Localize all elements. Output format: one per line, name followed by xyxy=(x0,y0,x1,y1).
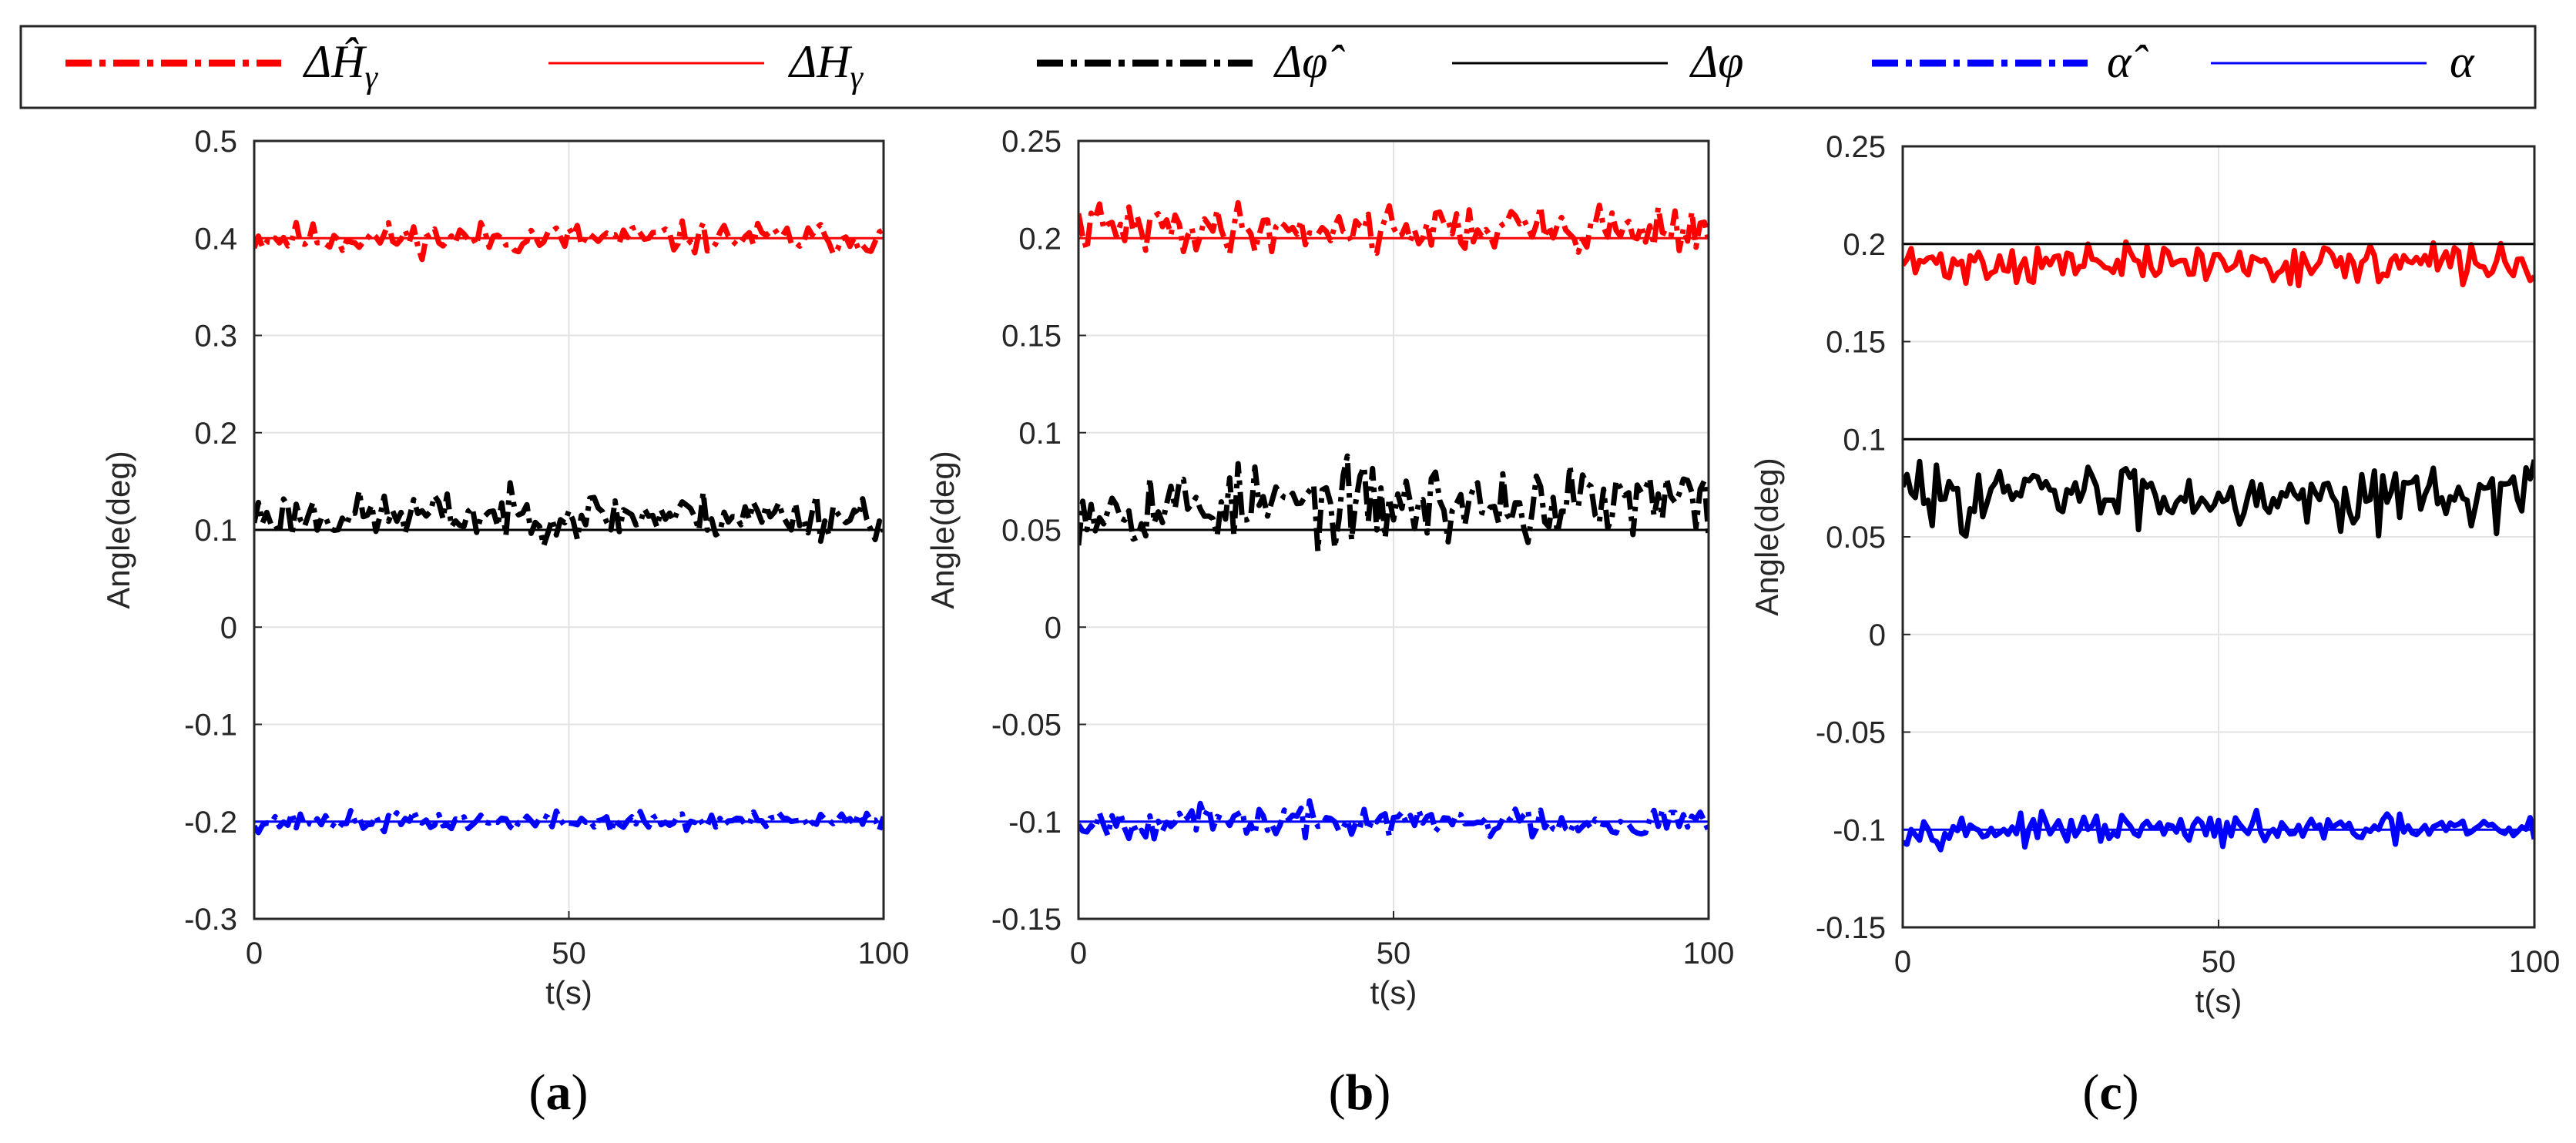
legend-entry: α xyxy=(2211,36,2475,87)
y-tick-label: 0.05 xyxy=(1826,521,1886,555)
legend-label: ΔĤγ xyxy=(303,36,379,96)
panel-label: (c) xyxy=(2082,1064,2138,1121)
y-axis-label: Angle(deg) xyxy=(100,451,136,608)
y-axis-label: Angle(deg) xyxy=(924,451,961,608)
chart-panel-c: -0.15 -0.1 -0.05 0 0.05 0.1 0.15 0.2 0.25 0 50 100 t… xyxy=(1749,130,2560,1121)
y-tick-label: -0.15 xyxy=(1816,911,1886,945)
y-tick-label: 0.3 xyxy=(194,320,237,354)
y-tick-label: -0.1 xyxy=(1008,806,1062,840)
legend-box xyxy=(19,25,2537,109)
y-tick-label: 0.2 xyxy=(1843,228,1886,262)
x-tick-label: 0 xyxy=(1070,937,1087,970)
y-tick-label: 0.25 xyxy=(1001,125,1062,159)
x-tick-label: 100 xyxy=(1683,937,1735,970)
legend-label: α xyxy=(2450,36,2475,87)
series-line-2-2 xyxy=(1078,453,1709,554)
x-axis-label: t(s) xyxy=(1370,974,1417,1011)
y-tick-label: -0.15 xyxy=(991,903,1062,937)
legend-entry: Δφ xyxy=(1452,36,1743,87)
axes-frame xyxy=(1901,145,2536,929)
legend: ΔĤγ ΔHγ Δφ̂ Δφ α̂ α xyxy=(19,25,2537,109)
panel-letter: c xyxy=(2099,1064,2122,1121)
chart-panel-a: -0.3 -0.2 -0.1 0 0.1 0.2 0.3 0.4 0.5 0 50 100 t(s) An… xyxy=(100,125,909,1121)
series-line-4-4 xyxy=(1903,807,2534,853)
x-tick-label: 50 xyxy=(2202,945,2236,979)
panel-letter: a xyxy=(546,1064,572,1121)
y-tick-label: -0.3 xyxy=(184,903,237,937)
legend-label: ΔHγ xyxy=(788,36,864,96)
y-tick-label: 0.2 xyxy=(194,417,237,451)
series-line-2-2 xyxy=(1903,458,2534,539)
x-axis-label: t(s) xyxy=(545,974,592,1011)
x-axis-label: t(s) xyxy=(2195,983,2242,1019)
y-tick-label: 0.25 xyxy=(1826,130,1886,164)
panel-label: (a) xyxy=(529,1064,589,1121)
y-tick-label: 0.05 xyxy=(1001,514,1062,548)
y-tick-label: -0.2 xyxy=(184,806,237,840)
series-line-0-0 xyxy=(1903,239,2534,289)
y-axis-label: Angle(deg) xyxy=(1749,458,1785,615)
y-tick-label: 0 xyxy=(1045,611,1062,645)
y-tick-label: 0.4 xyxy=(194,222,237,256)
y-tick-label: 0.15 xyxy=(1826,326,1886,360)
chart-panels: -0.3 -0.2 -0.1 0 0.1 0.2 0.3 0.4 0.5 0 50 100 t(s) An… xyxy=(100,125,2560,1121)
y-tick-label: -0.1 xyxy=(1833,813,1886,847)
x-tick-label: 0 xyxy=(246,937,263,970)
x-tick-label: 100 xyxy=(2509,945,2561,979)
y-tick-label: 0 xyxy=(220,611,237,645)
chart-panel-b: -0.15 -0.1 -0.05 0 0.05 0.1 0.15 0.2 0.25 0 50 100 t… xyxy=(924,125,1734,1121)
series-line-4-4 xyxy=(1078,798,1709,842)
series-group xyxy=(1078,199,1709,842)
legend-label: Δφ xyxy=(1689,36,1743,87)
y-tick-label: 0 xyxy=(1869,618,1886,652)
y-tick-label: -0.1 xyxy=(184,709,237,742)
y-tick-label: 0.1 xyxy=(1843,423,1886,457)
y-tick-label: 0.15 xyxy=(1001,320,1062,354)
panel-label: (b) xyxy=(1329,1064,1391,1121)
x-tick-label: 0 xyxy=(1894,945,1911,979)
y-tick-label: 0.2 xyxy=(1018,222,1062,256)
series-group xyxy=(1903,239,2534,853)
axes-frame xyxy=(1077,139,1710,920)
legend-entry: ΔĤγ xyxy=(65,36,379,96)
series-line-0-0 xyxy=(1078,199,1709,256)
x-tick-label: 50 xyxy=(1377,937,1411,970)
panel-letter: b xyxy=(1346,1064,1374,1121)
series-group xyxy=(254,218,884,836)
series-line-0-0 xyxy=(254,218,884,263)
y-tick-label: -0.05 xyxy=(991,709,1062,742)
y-tick-label: 0.1 xyxy=(1018,417,1062,451)
legend-entry: ΔHγ xyxy=(548,36,864,96)
x-tick-label: 100 xyxy=(858,937,910,970)
y-tick-label: 0.1 xyxy=(194,514,237,548)
x-tick-label: 50 xyxy=(552,937,586,970)
y-tick-label: -0.05 xyxy=(1816,716,1886,750)
axes-frame xyxy=(253,139,885,920)
y-tick-label: 0.5 xyxy=(194,125,237,159)
